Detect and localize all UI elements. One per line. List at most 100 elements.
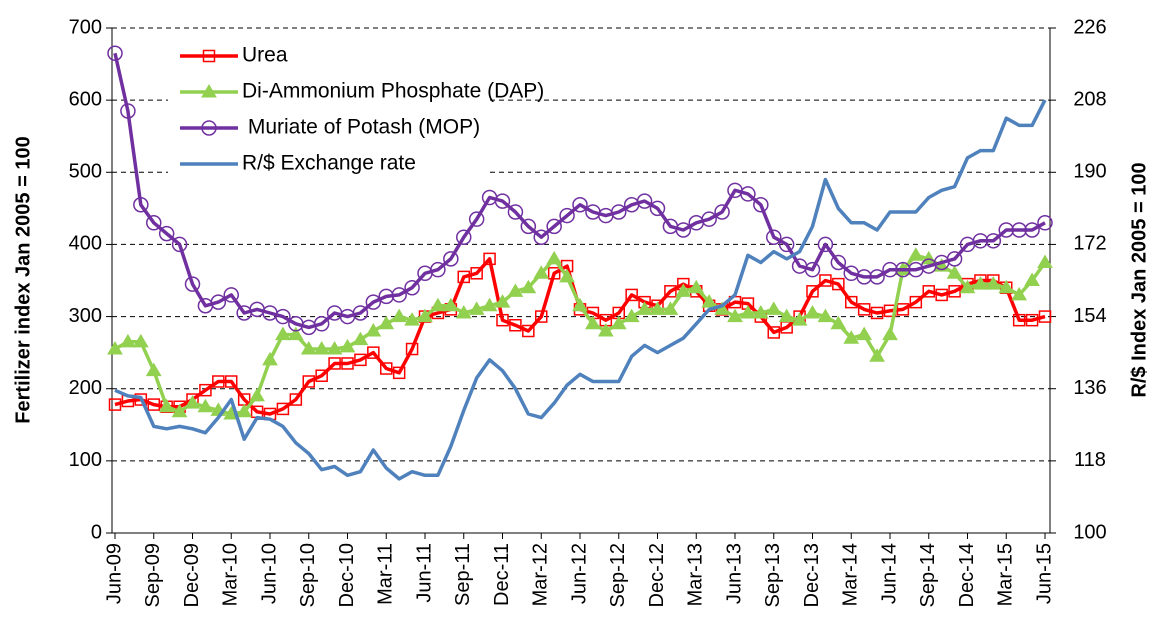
legend-marker [201, 84, 217, 98]
marker [405, 342, 419, 356]
marker [895, 261, 911, 278]
x-tick-label: Mar-13 [685, 543, 707, 606]
marker [546, 218, 562, 235]
marker [120, 333, 136, 348]
x-tick-label: Dec-09 [181, 543, 203, 607]
marker [352, 331, 369, 346]
marker [391, 308, 408, 323]
y-tick-label: 600 [69, 88, 102, 110]
marker [882, 261, 898, 278]
marker [649, 301, 666, 315]
marker [275, 308, 291, 325]
marker [623, 308, 640, 323]
marker [830, 315, 847, 330]
x-tick-label: Jun-09 [103, 543, 125, 604]
marker [339, 338, 356, 353]
marker [909, 295, 923, 309]
marker [133, 197, 149, 213]
marker [147, 398, 160, 411]
marker [649, 200, 666, 217]
marker [302, 375, 315, 388]
marker [197, 398, 214, 413]
y-tick-label: 200 [69, 377, 102, 399]
x-tick-label: Dec-10 [336, 543, 358, 607]
marker [365, 323, 382, 337]
marker [442, 297, 459, 312]
marker [520, 218, 537, 235]
marker [985, 276, 1002, 290]
y2-tick-label: 190 [1073, 161, 1106, 183]
legend: Urea Di-Ammonium Phosphate (DAP) Muriate … [168, 36, 544, 184]
marker [791, 312, 808, 326]
legend-marker [202, 49, 216, 63]
marker [315, 369, 328, 382]
marker [249, 387, 265, 402]
y2-tick-label: 118 [1074, 449, 1106, 471]
x-tick-label: Dec-11 [491, 543, 513, 606]
marker [352, 305, 369, 321]
marker [494, 193, 511, 209]
y2-tick-label: 226 [1073, 16, 1106, 38]
y2-axis-title: R/$ Index Jan 2005 = 100 [1128, 162, 1150, 397]
marker [611, 204, 627, 220]
y2-tick-label: 172 [1073, 233, 1106, 255]
marker [546, 250, 563, 265]
marker [819, 274, 832, 287]
marker [134, 393, 148, 406]
legend-label: Urea [242, 44, 288, 67]
marker [832, 277, 845, 291]
marker [625, 288, 638, 302]
marker [171, 236, 188, 253]
marker [300, 341, 317, 355]
series-line [114, 253, 1047, 416]
x-tick-label: Mar-11 [375, 543, 397, 605]
marker [664, 285, 677, 298]
marker [520, 279, 537, 294]
x-tick-label: Dec-12 [646, 543, 668, 607]
legend-box [168, 36, 488, 184]
marker [507, 204, 524, 220]
marker [184, 276, 201, 292]
marker [817, 308, 834, 323]
marker [507, 283, 524, 297]
marker [210, 294, 227, 310]
marker [1024, 222, 1040, 238]
marker [922, 285, 935, 298]
marker [701, 294, 718, 308]
marker [1024, 272, 1040, 286]
y2-tick-label: 154 [1073, 305, 1106, 327]
marker [341, 357, 354, 370]
marker [481, 297, 498, 312]
x-tick-label: Sep-12 [607, 543, 629, 608]
x-tick-label: Jun-11 [413, 543, 435, 603]
y-tick-label: 300 [69, 305, 102, 327]
marker [483, 252, 496, 266]
marker [559, 207, 575, 224]
marker [391, 287, 407, 303]
marker [158, 398, 175, 413]
marker [457, 270, 470, 284]
marker [494, 294, 511, 308]
marker [287, 326, 304, 341]
marker [533, 229, 549, 245]
marker [869, 348, 885, 362]
marker [1038, 310, 1052, 323]
marker [959, 279, 976, 294]
y-axis-title: Fertilizer index Jan 2005 = 100 [12, 136, 34, 423]
marker [843, 330, 860, 344]
marker [262, 351, 278, 366]
marker [946, 251, 963, 267]
marker [675, 283, 692, 297]
x-tick-label: Mar-14 [840, 543, 862, 606]
marker [1037, 254, 1053, 268]
marker [662, 301, 679, 315]
marker [365, 294, 382, 310]
marker [367, 346, 380, 359]
y-tick-label: 100 [69, 449, 102, 471]
marker [856, 269, 872, 285]
x-tick-label: Jun-13 [723, 543, 745, 604]
x-tick-label: Dec-13 [801, 543, 823, 607]
y2-tick-label: 100 [1073, 521, 1106, 543]
series [108, 252, 1052, 421]
